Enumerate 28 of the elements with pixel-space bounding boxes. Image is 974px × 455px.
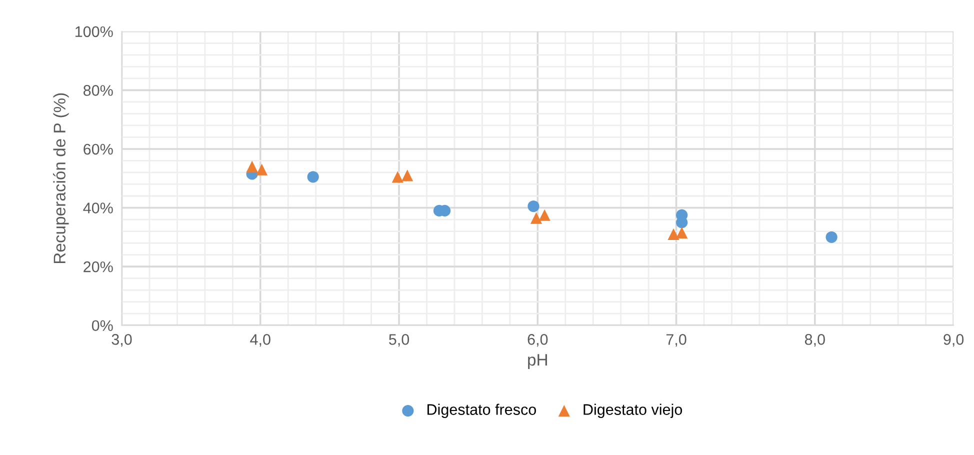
point: [668, 228, 680, 240]
x-tick-label: 4,0: [250, 334, 270, 347]
y-tick-label: 0%: [92, 320, 113, 332]
point: [538, 209, 550, 221]
x-tick-label: 8,0: [804, 334, 825, 347]
point: [246, 160, 258, 172]
point: [307, 171, 319, 183]
point: [676, 226, 688, 239]
point: [528, 200, 540, 212]
y-tick-label: 80%: [84, 85, 113, 96]
x-tick-label: 6,0: [528, 334, 548, 347]
y-tick-label: 60%: [84, 144, 113, 155]
x-tick-label: 3,0: [112, 334, 132, 347]
x-tick-label: 5,0: [389, 334, 410, 347]
point: [392, 171, 404, 183]
legend-label: Digestato fresco: [427, 404, 536, 418]
y-axis-title: Recuperación de P (%): [53, 93, 69, 263]
point: [826, 231, 838, 243]
point: [402, 170, 414, 182]
legend-label: Digestato viejo: [584, 404, 682, 418]
x-tick-label: 9,0: [944, 334, 964, 347]
point: [530, 212, 542, 224]
x-axis-title: pH: [528, 354, 547, 369]
point: [256, 164, 268, 176]
x-tick-label: 7,0: [666, 334, 686, 347]
y-tick-label: 40%: [83, 202, 113, 214]
y-tick-label: 100%: [76, 26, 113, 38]
y-tick-label: 20%: [84, 261, 113, 272]
